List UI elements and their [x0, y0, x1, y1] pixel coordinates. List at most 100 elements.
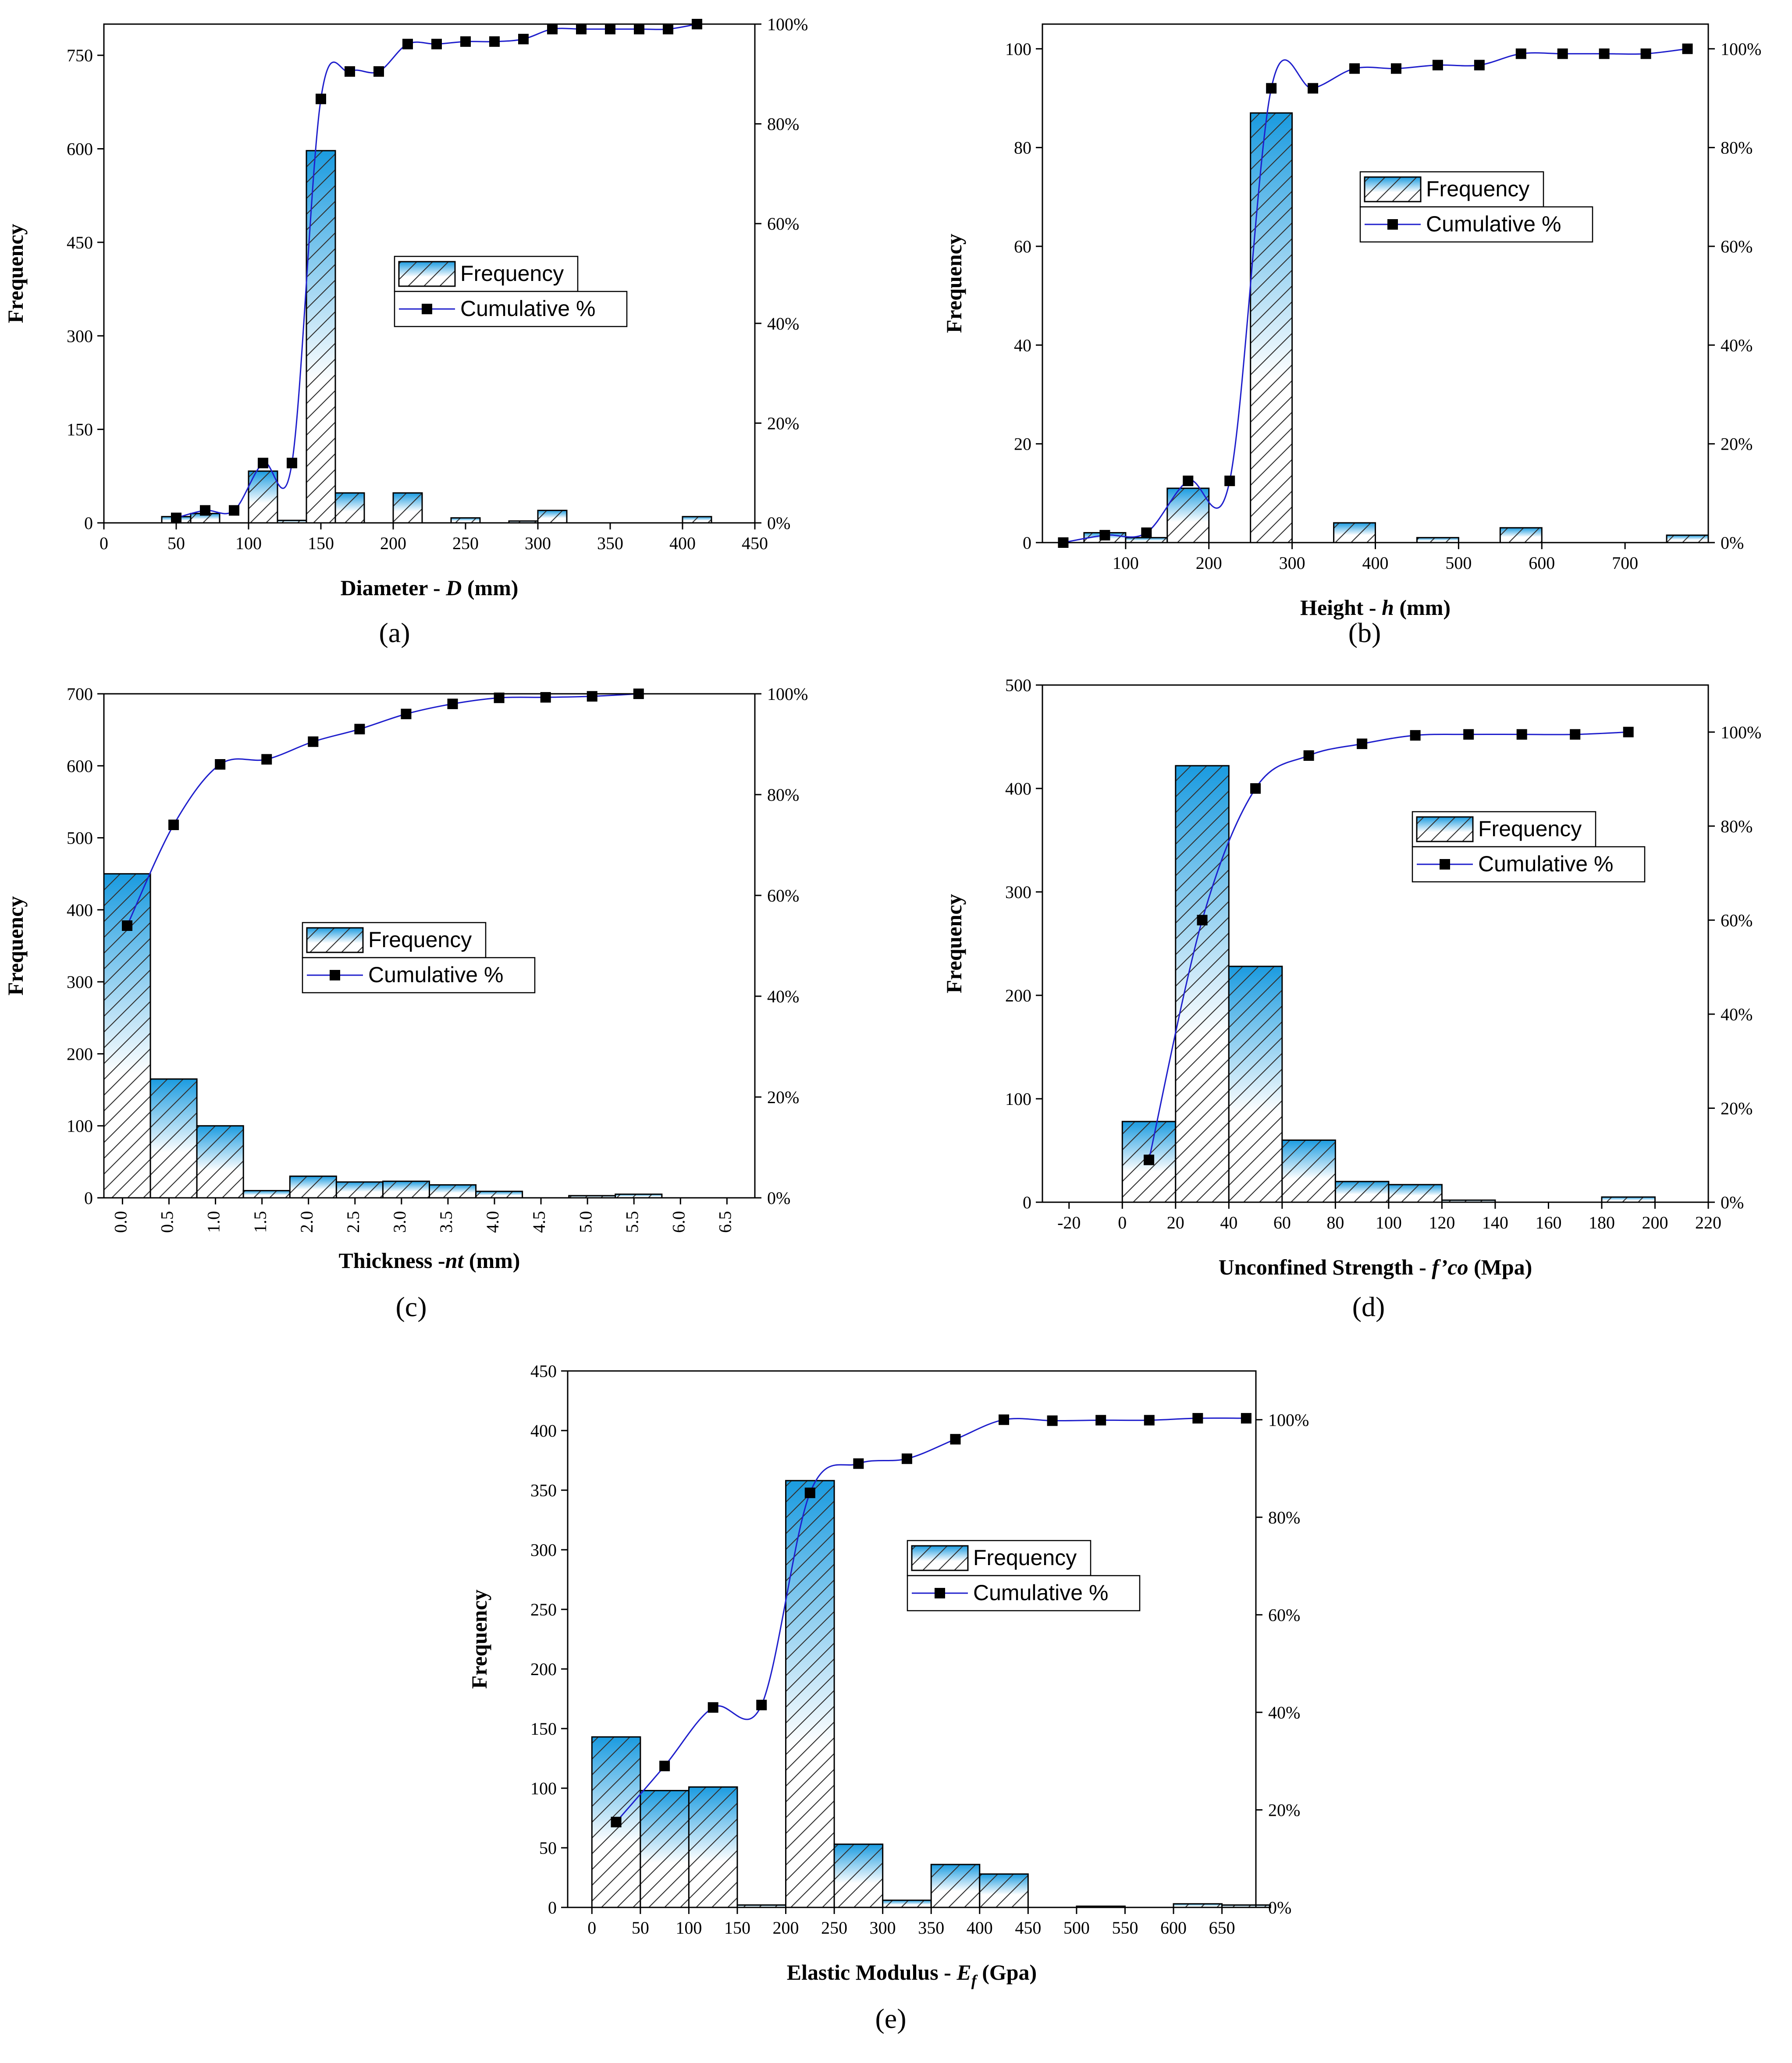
- cumulative-point: [447, 699, 458, 709]
- cumulative-point: [1463, 729, 1474, 740]
- bar: [1333, 522, 1376, 543]
- cumulative-point: [1570, 729, 1581, 740]
- y2-tick-label: 0%: [1721, 533, 1744, 553]
- x-tick-label: 200: [1642, 1213, 1668, 1232]
- x-axis-label: Height - h (mm): [1300, 595, 1451, 620]
- bars-d: [1121, 765, 1656, 1203]
- plot-frame: [103, 693, 756, 1199]
- cumulative-point: [1183, 476, 1194, 486]
- legend-swatch: [1416, 816, 1474, 842]
- x-tick-label: 0: [587, 1918, 596, 1938]
- cumulative-line: [615, 1417, 1246, 1823]
- y-tick-label: 0: [84, 1188, 93, 1208]
- bar: [1281, 1139, 1336, 1203]
- y2-tick-label: 60%: [767, 214, 799, 234]
- plot-frame: [103, 23, 756, 524]
- x-tick-label: 500: [1445, 553, 1472, 573]
- x-tick-label: -20: [1057, 1213, 1081, 1232]
- legend: Frequency Cumulative %: [907, 1540, 1141, 1612]
- y-tick-label: 0: [84, 513, 93, 533]
- legend-cumulative-label: Cumulative %: [460, 296, 595, 321]
- panel-label: (b): [1348, 617, 1381, 648]
- x-tick-label: 150: [724, 1918, 750, 1938]
- panel-b: 100 200 300 400 500 600 700 0 20 40 60 80 100 0% 20% 40…: [942, 23, 1761, 648]
- cumulative-point: [1308, 83, 1319, 94]
- legend-cumulative-label: Cumulative %: [1426, 212, 1561, 236]
- legend-frequency-label: Frequency: [973, 1545, 1077, 1570]
- y-tick-label: 200: [1005, 986, 1031, 1005]
- bar: [1175, 765, 1230, 1203]
- bar: [334, 492, 365, 524]
- y2-tick-label: 20%: [767, 413, 799, 433]
- bar: [190, 513, 220, 524]
- y2-tick-label: 80%: [767, 785, 799, 805]
- legend: Frequency Cumulative %: [1412, 811, 1646, 883]
- bar: [475, 1190, 523, 1199]
- y-tick-label: 150: [530, 1719, 557, 1739]
- cumulative-point: [431, 39, 442, 50]
- legend: Frequency Cumulative %: [302, 922, 536, 994]
- panel-a: 0 50 100 150 200 250 300 350 400 450 0 150 300 450 600…: [3, 14, 808, 648]
- x-tick-label: 200: [380, 533, 406, 553]
- cumulative-point: [258, 458, 268, 469]
- y-tick-label: 200: [530, 1659, 557, 1679]
- y2-tick-label: 40%: [1721, 335, 1753, 355]
- legend: Frequency Cumulative %: [1359, 171, 1593, 243]
- cumulative-point: [853, 1458, 864, 1469]
- bars-c: [103, 873, 663, 1199]
- y2-tick-label: 60%: [767, 886, 799, 905]
- y-tick-label: 0: [1023, 533, 1031, 553]
- panel-e: 0 50 100 150 200 250 300 350 400 450 500 550 600 6500…: [467, 1361, 1309, 2034]
- y-axis-label: Frequency: [3, 896, 28, 996]
- x-tick-label: 100: [235, 533, 262, 553]
- y2-tick-label: 40%: [767, 314, 799, 334]
- y-axis-label: Frequency: [942, 234, 966, 333]
- y-axis-label: Frequency: [942, 894, 966, 994]
- x-tick-label: 180: [1589, 1213, 1615, 1232]
- legend-cumulative-label: Cumulative %: [368, 962, 503, 987]
- cumulative-point: [950, 1434, 961, 1445]
- cumulative-point: [1623, 727, 1634, 738]
- cumulative-point: [547, 24, 558, 35]
- bar: [149, 1078, 198, 1199]
- bars-a: [161, 150, 712, 524]
- cumulative-point: [1515, 48, 1526, 59]
- y-tick-label: 100: [530, 1779, 557, 1798]
- y-tick-label: 300: [67, 326, 93, 346]
- x-tick-label: 100: [1376, 1213, 1402, 1232]
- y-tick-label: 700: [67, 684, 93, 704]
- cumulative-point: [122, 920, 133, 931]
- y2-tick-label: 100%: [1721, 39, 1761, 59]
- bar: [382, 1180, 430, 1199]
- bar: [682, 516, 712, 524]
- y-tick-label: 150: [67, 420, 93, 440]
- y2-tick-label: 60%: [1721, 237, 1753, 256]
- bar: [1388, 1184, 1443, 1203]
- bar: [1499, 527, 1543, 543]
- y2-tick-label: 0%: [767, 1188, 790, 1208]
- bar: [429, 1184, 477, 1199]
- panel-label: (a): [379, 617, 410, 648]
- bar: [1228, 966, 1283, 1203]
- cumulative-point: [518, 34, 529, 45]
- cumulative-point: [1224, 476, 1235, 486]
- x-tick-label: 120: [1429, 1213, 1455, 1232]
- y-tick-label: 400: [1005, 779, 1031, 799]
- y-axis-label: Frequency: [3, 224, 28, 323]
- y2-tick-label: 20%: [1268, 1800, 1300, 1820]
- y-tick-label: 600: [67, 139, 93, 159]
- y2-tick-label: 80%: [1268, 1508, 1300, 1527]
- y2-tick-label: 60%: [1721, 910, 1753, 930]
- bar: [1601, 1196, 1656, 1203]
- cumulative-point: [999, 1414, 1010, 1425]
- cumulative-point: [576, 24, 587, 35]
- panel-d: -20 0 20 40 60 80 100 120 140 160 180 200 220 0 100 200…: [942, 675, 1761, 1322]
- y2-tick-label: 80%: [1721, 138, 1753, 158]
- bar: [979, 1873, 1029, 1908]
- y2-tick-label: 100%: [767, 684, 808, 704]
- cumulative-point: [402, 39, 413, 50]
- cumulative-point: [634, 24, 644, 35]
- x-axis-label: Elastic Modulus - Ef (Gpa): [787, 1960, 1037, 1989]
- y-tick-label: 250: [530, 1600, 557, 1619]
- cumulative-point: [1557, 48, 1568, 59]
